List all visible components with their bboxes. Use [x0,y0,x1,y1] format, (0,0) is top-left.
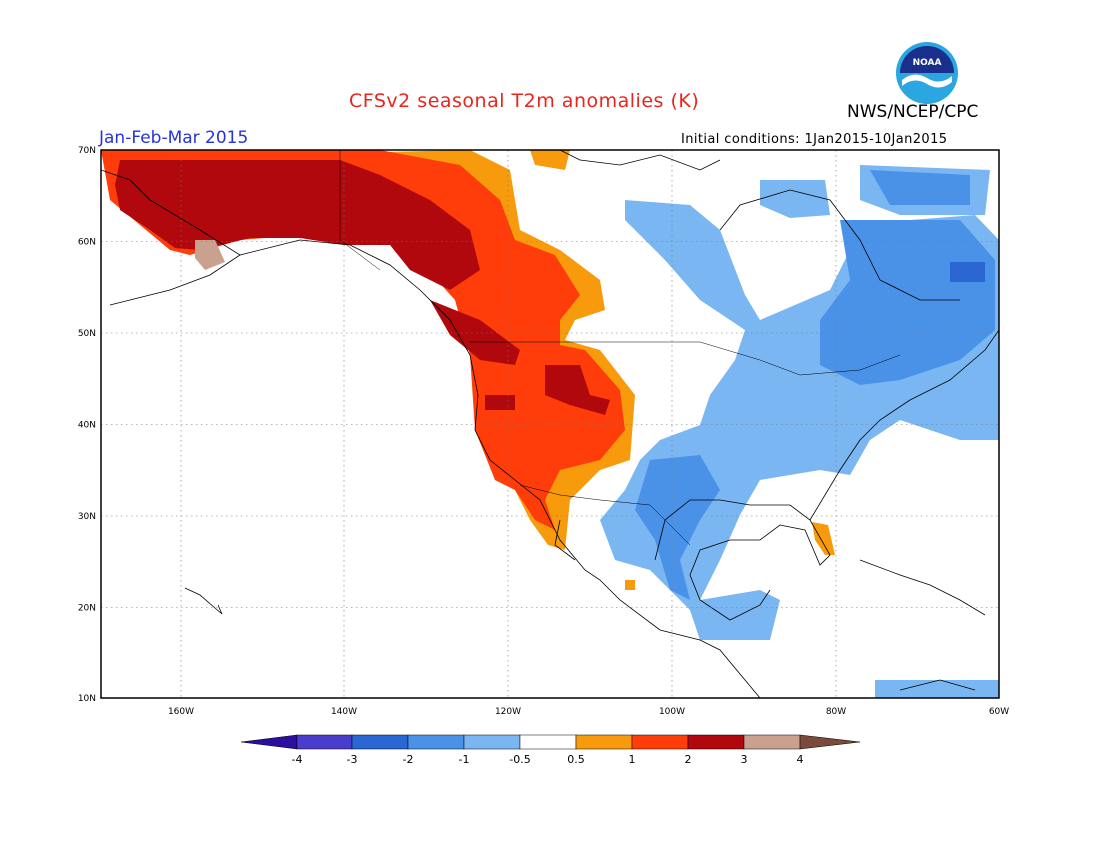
lat-label: 60N [78,238,96,248]
anomaly-region-red [101,150,625,530]
lat-label: 50N [78,329,96,339]
lat-label: 20N [78,604,96,614]
colorbar-labels: -4 -3 -2 -1 -0.5 0.5 1 2 3 4 [292,753,804,766]
colorbar-segment [407,734,465,750]
forecast-period: Jan-Feb-Mar 2015 [99,128,249,148]
colorbar-tick-label: 0.5 [567,753,585,766]
noaa-logo-text: NOAA [913,58,942,68]
colorbar-tick-label: 3 [741,753,748,766]
colorbar-tick-label: 1 [629,753,636,766]
borders [339,150,901,546]
colorbar-tick-label: -3 [347,753,358,766]
colorbar [240,734,861,750]
anomaly-region-blue [820,220,995,385]
map-title: CFSv2 seasonal T2m anomalies (K) [349,90,700,112]
latitude-labels: 70N 60N 50N 40N 30N 20N 10N [78,146,96,704]
map-frame [100,149,1000,699]
colorbar-segment [743,734,801,750]
colorbar-segment [351,734,409,750]
graticule [101,150,999,698]
colorbar-tick-label: 2 [685,753,692,766]
noaa-logo: NOAA [896,42,958,104]
anomaly-region-darkred [485,395,515,410]
anomaly-region-orange [812,522,835,555]
anomaly-region-lightblue [760,180,830,218]
lon-label: 100W [659,707,685,717]
colorbar-tick-label: -1 [459,753,470,766]
colorbar-segment [296,734,353,750]
colorbar-tick-label: -2 [403,753,414,766]
anomaly-region-blue [870,170,970,205]
coastlines [101,150,999,698]
anomaly-region-orange [625,580,635,590]
colorbar-segment [631,734,689,750]
colorbar-segment [463,734,521,750]
anomaly-region-darkred [545,365,610,415]
colorbar-arrow-low [240,734,298,750]
colorbar-segment [575,734,633,750]
anomaly-region-midblue [950,262,985,282]
anomaly-region-lightblue [875,680,999,698]
colorbar-tick-label: 4 [797,753,804,766]
lat-label: 30N [78,512,96,522]
longitude-labels: 160W 140W 120W 100W 80W 60W [168,707,1009,717]
lon-label: 80W [826,707,846,717]
anomaly-region-blue [635,455,720,600]
lon-label: 60W [989,707,1009,717]
colorbar-tick-label: -4 [292,753,303,766]
anomaly-region-darkred [115,160,480,290]
colorbar-tick-label: -0.5 [509,753,530,766]
lon-label: 140W [331,707,357,717]
initial-conditions: Initial conditions: 1Jan2015-10Jan2015 [681,132,948,147]
anomaly-region-orange [530,150,570,170]
lon-label: 160W [168,707,194,717]
map-body [101,150,999,698]
lat-label: 10N [78,694,96,704]
lon-label: 120W [495,707,521,717]
colorbar-segment [519,734,577,750]
agency-label: NWS/NCEP/CPC [847,102,979,122]
lat-label: 40N [78,421,96,431]
anomaly-region-brown [195,240,225,270]
colorbar-segment [687,734,745,750]
anomaly-region-darkred [430,300,520,365]
lat-label: 70N [78,146,96,156]
colorbar-arrow-high [799,734,861,750]
